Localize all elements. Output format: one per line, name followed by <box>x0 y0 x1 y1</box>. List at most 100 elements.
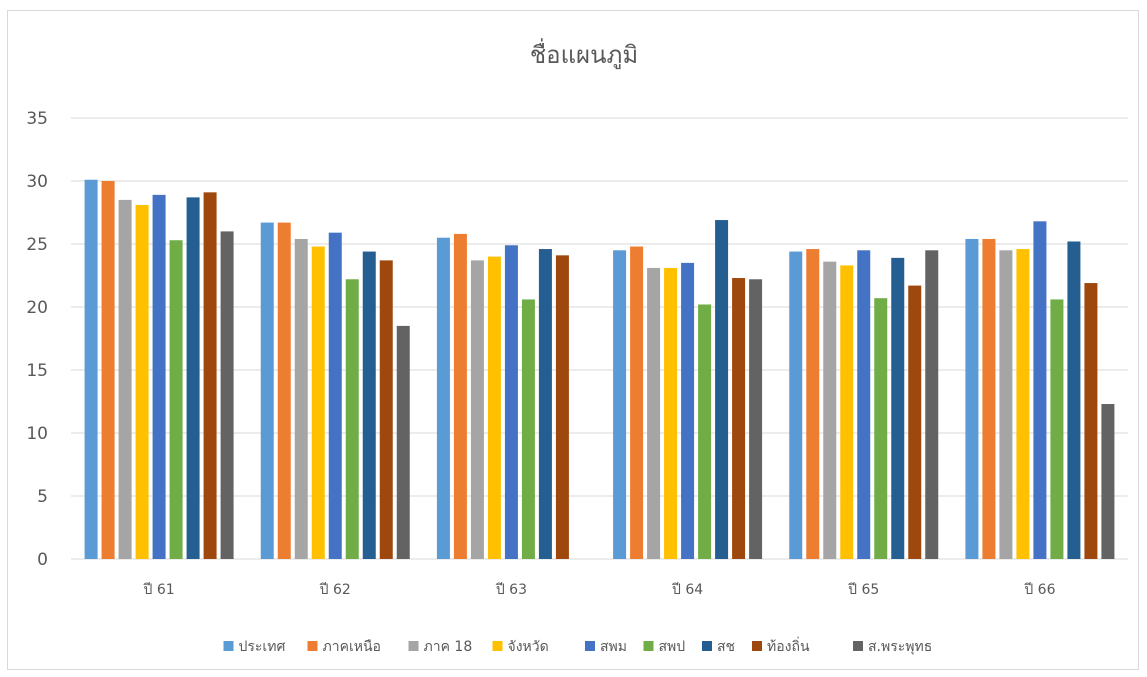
bar <box>891 257 905 559</box>
bar <box>487 256 501 559</box>
bar <box>396 325 410 559</box>
bar <box>908 285 922 559</box>
bar <box>186 197 200 559</box>
x-category-label: ปี 61 <box>143 582 175 598</box>
bar <box>806 249 820 560</box>
x-axis-categories: ปี 61 ปี 62 ปี 63 ปี 64 ปี 65 ปี 66 <box>143 582 1056 598</box>
legend-label: ส.พระพุทธ <box>868 639 932 655</box>
x-category-label: ปี 62 <box>319 582 351 598</box>
bar <box>999 250 1013 560</box>
bar <box>152 194 166 560</box>
bar <box>260 222 274 559</box>
bar <box>698 304 712 559</box>
bar <box>521 299 535 559</box>
x-category-label: ปี 65 <box>848 582 880 598</box>
legend-swatch <box>408 641 419 651</box>
bar <box>345 279 359 559</box>
legend-label: สพป <box>659 639 686 655</box>
bar <box>664 267 678 559</box>
legend-swatch <box>643 641 654 651</box>
bar <box>630 246 644 559</box>
bar <box>538 249 552 560</box>
legend-swatch <box>853 641 863 651</box>
bar <box>470 260 484 559</box>
bar <box>789 251 803 559</box>
legend-item: ภาค 18 <box>408 639 473 655</box>
bar <box>311 246 325 559</box>
bar <box>874 298 888 559</box>
x-category-label: ปี 64 <box>672 582 704 598</box>
bar <box>1016 249 1030 560</box>
y-tick-label: 10 <box>26 424 48 444</box>
bar-series <box>84 179 1115 560</box>
legend-label: ประเทศ <box>239 639 286 655</box>
bar <box>328 232 342 559</box>
x-category-label: ปี 66 <box>1024 582 1056 598</box>
bar <box>1101 404 1115 559</box>
legend-swatch <box>702 641 712 651</box>
bar <box>965 238 979 559</box>
y-tick-label: 15 <box>26 361 48 381</box>
bar <box>84 179 98 560</box>
legend-item: สช <box>702 639 735 655</box>
bar <box>925 250 939 560</box>
bar <box>220 231 234 559</box>
y-tick-label: 0 <box>37 550 48 570</box>
legend-swatch <box>752 641 762 651</box>
bar <box>203 192 217 559</box>
bar <box>135 204 149 559</box>
legend-swatch <box>492 641 503 651</box>
bar <box>555 255 569 559</box>
legend-label: ท้องถิ่น <box>767 637 810 655</box>
bar <box>857 250 871 560</box>
bar <box>982 238 996 559</box>
legend-item: สพป <box>643 639 686 655</box>
legend-label: สพม <box>600 639 627 655</box>
legend-item: ท้องถิ่น <box>752 637 810 655</box>
y-tick-label: 35 <box>26 109 48 129</box>
bar <box>840 265 854 559</box>
bar <box>118 199 132 559</box>
bar <box>715 220 729 559</box>
bar <box>379 260 393 559</box>
legend: ประเทศ ภาคเหนือ ภาค 18 จังหวัด สพม สพป สช ท้องถ… <box>223 637 932 655</box>
bar <box>169 240 183 559</box>
legend-swatch <box>223 641 234 651</box>
bar <box>277 222 291 559</box>
legend-label: สช <box>717 639 735 655</box>
bar <box>1050 299 1064 559</box>
legend-item: ส.พระพุทธ <box>853 639 932 655</box>
legend-label: ภาค 18 <box>424 639 473 655</box>
x-category-label: ปี 63 <box>495 582 527 598</box>
legend-swatch <box>307 641 318 651</box>
legend-swatch <box>585 641 595 651</box>
legend-label: จังหวัด <box>508 639 549 655</box>
bar <box>613 250 627 560</box>
bar <box>362 251 376 559</box>
y-tick-label: 30 <box>26 172 48 192</box>
bar <box>294 238 308 559</box>
legend-item: จังหวัด <box>492 639 549 655</box>
chart-container: ชื่อแผนภูมิ 0 5 10 15 20 25 30 35 ปี 61 ปี 62 ปี … <box>7 10 1139 670</box>
chart-title: ชื่อแผนภูมิ <box>530 38 638 70</box>
y-axis-ticks: 0 5 10 15 20 25 30 35 <box>26 109 48 570</box>
y-tick-label: 25 <box>26 235 48 255</box>
gridlines <box>71 117 1128 560</box>
legend-item: สพม <box>585 639 627 655</box>
bar <box>504 245 518 559</box>
legend-label: ภาคเหนือ <box>323 639 381 655</box>
bar <box>681 262 695 559</box>
bar <box>647 267 661 559</box>
bar <box>1067 241 1081 560</box>
legend-item: ประเทศ <box>223 639 286 655</box>
bar <box>749 279 763 559</box>
bar <box>732 278 746 559</box>
bar <box>101 181 115 559</box>
bar <box>453 233 467 560</box>
bar <box>1033 221 1047 559</box>
bar <box>1084 283 1098 559</box>
legend-item: ภาคเหนือ <box>307 639 381 655</box>
bar <box>436 237 450 559</box>
bar <box>823 261 837 559</box>
